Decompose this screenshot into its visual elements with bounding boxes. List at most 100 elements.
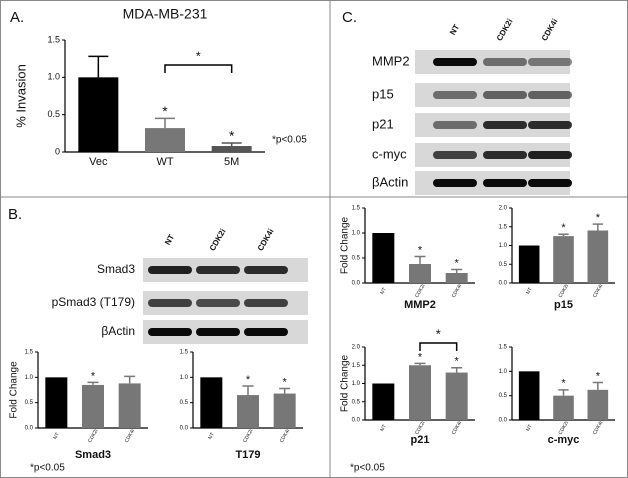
- y-tick-label: 0.0: [499, 418, 508, 424]
- error-bar: [558, 233, 569, 237]
- significance-star: *: [91, 370, 96, 382]
- blot-band: [148, 266, 192, 274]
- y-tick-label: 1.0: [180, 375, 189, 381]
- bar: [273, 393, 296, 428]
- blot-band: [433, 121, 477, 129]
- error-bar: [87, 381, 99, 385]
- bar: [587, 230, 609, 283]
- x-tick-label: NT: [379, 287, 388, 296]
- blot-row-label: βActin: [372, 174, 408, 189]
- bar: [409, 365, 431, 420]
- x-axis-label: T179: [235, 449, 260, 461]
- blot-band: [148, 299, 192, 307]
- bar: [553, 236, 574, 283]
- bracket-star: *: [196, 48, 201, 63]
- significance-star: *: [561, 222, 566, 234]
- y-tick-label: 2.0: [352, 345, 361, 351]
- significance-star: *: [229, 128, 235, 144]
- significance-star: *: [246, 374, 251, 386]
- bar: [409, 264, 431, 283]
- blot-band: [528, 91, 572, 99]
- y-tick-label: 0.5: [352, 399, 361, 405]
- y-tick-label: 1.5: [352, 363, 361, 369]
- blot-row-label: p21: [372, 116, 394, 131]
- x-tick-label: NT: [525, 424, 534, 433]
- blot-band: [528, 58, 572, 66]
- bar: [145, 128, 185, 152]
- error-bar: [451, 268, 463, 273]
- lane-label: CDK4i: [540, 17, 560, 42]
- blot-band: [244, 266, 288, 274]
- significance-star: *: [418, 244, 423, 256]
- x-tick-label: CDK2i: [414, 283, 426, 299]
- bar: [445, 273, 468, 283]
- blot-row-label: βActin: [101, 324, 135, 338]
- y-tick-label: 1.5: [499, 345, 508, 351]
- blot-band: [483, 151, 527, 159]
- bar: [78, 77, 119, 152]
- significance-bracket: [419, 342, 458, 351]
- x-axis-label: c-myc: [548, 434, 580, 446]
- panel-label: B.: [8, 206, 22, 223]
- bar: [587, 389, 609, 420]
- panel-label: A.: [10, 9, 24, 26]
- blot-band: [244, 328, 288, 336]
- blot-band: [148, 328, 192, 336]
- error-bar: [221, 142, 242, 147]
- lane-label: CDK2i: [495, 17, 515, 42]
- significance-star: *: [596, 212, 601, 224]
- x-axis-label: Smad3: [75, 449, 111, 461]
- footnote: *p<0.05: [30, 463, 65, 474]
- blot-row-label: p15: [372, 86, 394, 101]
- significance-star: *: [418, 351, 423, 363]
- lane-label: NT: [448, 23, 461, 37]
- blot-band: [196, 299, 240, 307]
- y-tick-label: 0.5: [47, 109, 60, 119]
- chart-title: MDA-MB-231: [123, 6, 208, 22]
- footnote: *p<0.05: [350, 463, 385, 474]
- y-axis-label: % Invasion: [13, 64, 28, 128]
- bar: [518, 245, 540, 283]
- y-tick-label: 1.5: [180, 350, 189, 356]
- y-tick-label: 0.5: [25, 400, 34, 406]
- x-tick-label: CDK2i: [242, 428, 254, 444]
- bar: [237, 395, 259, 428]
- bar: [200, 377, 223, 428]
- error-bar: [451, 367, 463, 373]
- bar: [45, 377, 68, 428]
- blot-band: [244, 299, 288, 307]
- y-tick-label: 0.5: [499, 393, 508, 399]
- y-axis-label: Fold Change: [9, 361, 20, 419]
- bracket-star: *: [436, 326, 441, 341]
- x-tick-label: Vec: [89, 156, 108, 168]
- x-axis-label: p15: [554, 299, 573, 311]
- panel-label: C.: [342, 9, 357, 26]
- blot-band: [528, 179, 572, 187]
- y-tick-label: 1.5: [499, 224, 508, 230]
- lane-label: CDK2i: [208, 227, 228, 252]
- x-tick-label: CDK4i: [124, 428, 136, 444]
- blot-band: [483, 91, 527, 99]
- x-axis-label: MMP2: [404, 299, 436, 311]
- significance-star: *: [162, 103, 168, 119]
- blot-band: [483, 58, 527, 66]
- error-bar: [558, 389, 569, 396]
- error-bar: [592, 223, 603, 231]
- blot-row-label: c-myc: [372, 146, 407, 161]
- x-tick-label: CDK2i: [87, 428, 99, 444]
- x-tick-label: NT: [52, 432, 61, 441]
- footnote: *p<0.05: [272, 135, 307, 146]
- y-tick-label: 2.0: [499, 206, 508, 212]
- bar: [82, 384, 104, 428]
- blot-band: [528, 151, 572, 159]
- blot-band: [196, 266, 240, 274]
- significance-star: *: [455, 356, 460, 368]
- y-tick-label: 1.0: [25, 375, 34, 381]
- significance-bracket: [164, 64, 233, 73]
- y-tick-label: 0.0: [25, 426, 34, 432]
- bar: [372, 233, 395, 283]
- y-tick-label: 0.5: [180, 400, 189, 406]
- y-tick-label: 1.0: [352, 381, 361, 387]
- blot-band: [433, 151, 477, 159]
- bar: [372, 383, 395, 420]
